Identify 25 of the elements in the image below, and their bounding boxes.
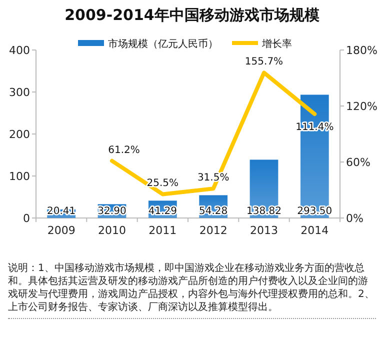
y-tick-label: 200 (9, 128, 30, 141)
y2-tick-label: 0% (346, 212, 364, 225)
y-tick-label: 0 (23, 212, 30, 225)
data-label: 61.2% (108, 144, 140, 156)
legend-label: 增长率 (261, 38, 292, 50)
y-tick-label: 100 (9, 170, 30, 183)
y-tick-label: 300 (9, 86, 30, 99)
y2-tick-label: 180% (346, 44, 378, 57)
data-label: 54.28 (199, 206, 228, 217)
y2-tick-label: 120% (346, 100, 378, 113)
y-tick-label: 400 (9, 44, 30, 57)
x-tick-label: 2011 (148, 224, 177, 237)
data-label: 20.41 (47, 206, 76, 217)
x-tick-label: 2013 (250, 224, 278, 237)
legend-label: 市场规模（亿元人民币） (108, 38, 218, 50)
data-label: 155.7% (244, 56, 284, 68)
chart-title: 2009-2014年中国移动游戏市场规模 (64, 6, 320, 24)
y2-tick-label: 60% (346, 156, 370, 169)
text: 说明：1、中国移动游戏市场规模，即中国游戏企业在移动游戏业务方面的营收总和。具体包括其运营及研发的移动游戏产品所创造的用户付费收入以及企业间的游戏研发与代理费用，游戏周边产品授权，内容外包与海外代理授权费用的总和。2、上市公司财务报告、专家访谈、厂商深访以及推算模型得出。 (8, 262, 376, 314)
x-tick-label: 2010 (98, 224, 126, 237)
x-tick-label: 2014 (300, 224, 329, 237)
x-tick-label: 2012 (199, 224, 228, 237)
data-label: 32.90 (98, 206, 126, 217)
x-tick-label: 2009 (47, 224, 76, 237)
data-label: 41.29 (148, 206, 177, 217)
